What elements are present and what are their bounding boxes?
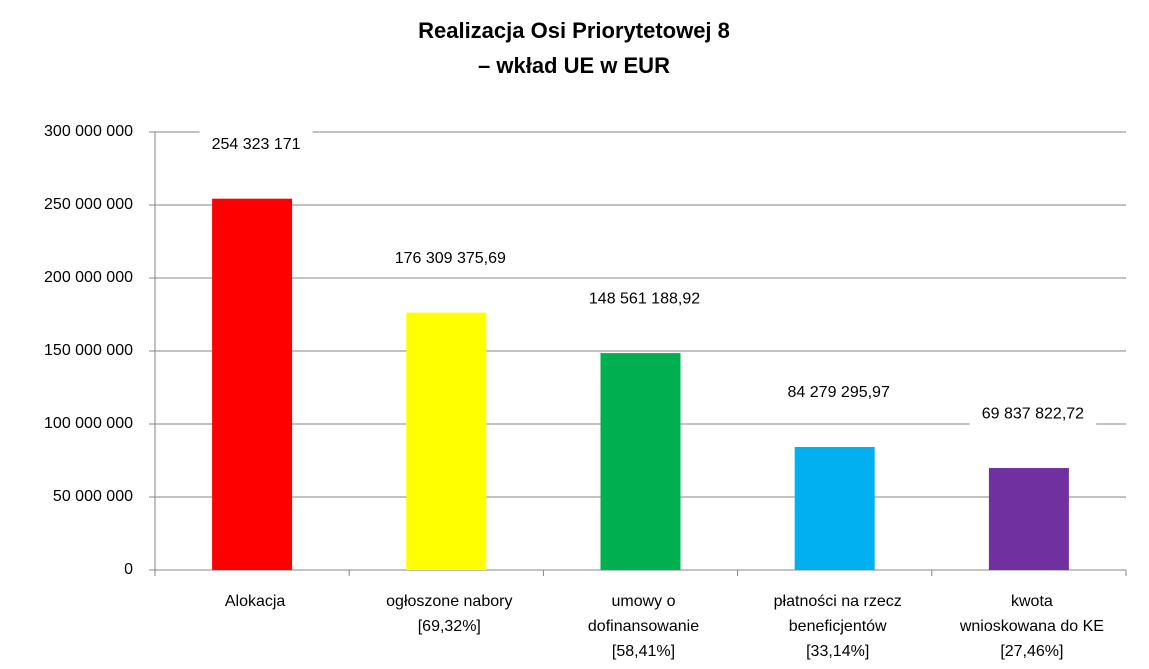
y-tick-label: 100 000 000 <box>44 415 133 432</box>
y-tick-label: 200 000 000 <box>44 269 133 286</box>
x-tick-label: umowy o dofinansowanie [58,41%] <box>588 593 699 660</box>
chart-title: Realizacja Osi Priorytetowej 8– wkład UE… <box>418 18 730 78</box>
y-tick-label: 250 000 000 <box>44 196 133 213</box>
value-label: 69 837 822,72 <box>982 405 1084 422</box>
value-label-bg <box>969 399 1097 429</box>
x-tick-label: kwota wnioskowana do KE [27,46%] <box>959 593 1104 660</box>
bar <box>212 198 293 570</box>
value-label-bg <box>576 284 713 314</box>
x-tick-label: płatności na rzecz beneficjentów [33,14%] <box>774 593 902 660</box>
bar <box>406 312 487 570</box>
value-label: 148 561 188,92 <box>589 290 700 307</box>
value-label-bg <box>199 129 313 159</box>
value-label: 254 323 171 <box>212 136 301 153</box>
value-label-bg <box>382 243 519 273</box>
y-tick-label: 150 000 000 <box>44 342 133 359</box>
y-tick-label: 0 <box>124 561 133 578</box>
bar <box>988 468 1069 570</box>
value-label: 84 279 295,97 <box>788 384 890 401</box>
y-tick-label: 300 000 000 <box>44 123 133 140</box>
y-tick-label: 50 000 000 <box>53 488 133 505</box>
value-label-bg <box>775 378 902 408</box>
value-label: 176 309 375,69 <box>395 250 506 267</box>
x-tick-label: Alokacja <box>225 593 286 610</box>
x-tick-label: ogłoszone nabory [69,32%] <box>386 593 512 635</box>
bar <box>600 353 681 570</box>
bar <box>794 446 875 570</box>
